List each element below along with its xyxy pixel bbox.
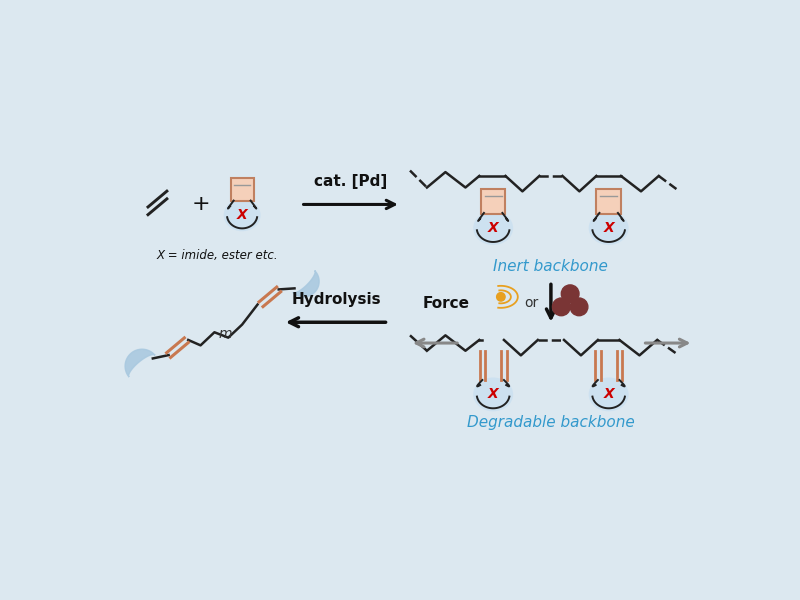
Text: +: + [191, 194, 210, 214]
Text: Force: Force [423, 295, 470, 311]
Text: X: X [488, 388, 498, 401]
Text: X: X [488, 221, 498, 235]
FancyBboxPatch shape [230, 178, 254, 202]
Circle shape [497, 293, 505, 301]
FancyBboxPatch shape [596, 189, 621, 214]
Text: X: X [237, 208, 247, 222]
Text: m: m [218, 327, 232, 341]
Text: Hydrolysis: Hydrolysis [291, 292, 381, 307]
Text: X: X [603, 388, 614, 401]
Text: or: or [525, 296, 538, 310]
Ellipse shape [224, 199, 261, 231]
Text: Inert backbone: Inert backbone [494, 259, 608, 274]
Ellipse shape [473, 211, 513, 245]
Text: cat. [Pd]: cat. [Pd] [314, 174, 387, 189]
Text: X: X [603, 221, 614, 235]
Text: X = imide, ester etc.: X = imide, ester etc. [157, 249, 278, 262]
Polygon shape [125, 349, 155, 377]
Ellipse shape [473, 377, 513, 412]
Ellipse shape [589, 377, 629, 412]
Ellipse shape [589, 211, 629, 245]
FancyBboxPatch shape [481, 189, 506, 214]
Circle shape [562, 285, 579, 302]
Circle shape [553, 298, 570, 316]
Text: Degradable backbone: Degradable backbone [467, 415, 634, 430]
Circle shape [570, 298, 588, 316]
Polygon shape [293, 271, 319, 297]
